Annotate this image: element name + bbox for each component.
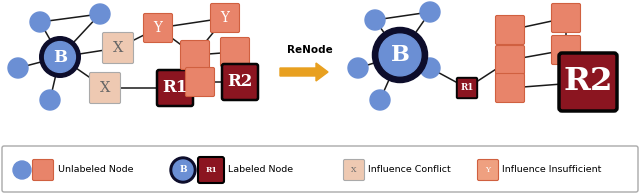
Text: Labeled Node: Labeled Node (228, 166, 293, 175)
Text: R1: R1 (163, 80, 188, 97)
FancyBboxPatch shape (221, 37, 250, 66)
FancyBboxPatch shape (559, 53, 617, 111)
Circle shape (90, 4, 110, 24)
Circle shape (173, 160, 193, 180)
FancyBboxPatch shape (344, 160, 365, 181)
Circle shape (420, 58, 440, 78)
Circle shape (170, 157, 196, 183)
FancyBboxPatch shape (495, 15, 525, 44)
Text: X: X (100, 81, 110, 95)
FancyBboxPatch shape (180, 41, 209, 69)
Text: B: B (179, 166, 187, 175)
Circle shape (348, 58, 368, 78)
Text: B: B (53, 49, 67, 66)
FancyBboxPatch shape (552, 4, 580, 33)
Text: X: X (351, 166, 356, 174)
Circle shape (13, 161, 31, 179)
Text: R2: R2 (227, 74, 253, 90)
Circle shape (40, 90, 60, 110)
FancyBboxPatch shape (102, 33, 134, 64)
Circle shape (30, 12, 50, 32)
FancyBboxPatch shape (552, 35, 580, 65)
FancyBboxPatch shape (222, 64, 258, 100)
Circle shape (379, 34, 421, 76)
FancyBboxPatch shape (143, 13, 173, 43)
FancyBboxPatch shape (90, 73, 120, 104)
Circle shape (8, 58, 28, 78)
Circle shape (40, 37, 80, 77)
FancyBboxPatch shape (477, 160, 499, 181)
FancyBboxPatch shape (157, 70, 193, 106)
Text: Influence Conflict: Influence Conflict (368, 166, 451, 175)
Text: R1: R1 (205, 166, 217, 174)
Text: Y: Y (154, 21, 163, 35)
Text: B: B (390, 44, 410, 66)
FancyBboxPatch shape (495, 74, 525, 103)
FancyBboxPatch shape (211, 4, 239, 33)
Circle shape (370, 90, 390, 110)
FancyBboxPatch shape (457, 78, 477, 98)
Circle shape (45, 42, 76, 72)
FancyBboxPatch shape (2, 146, 638, 192)
FancyBboxPatch shape (186, 67, 214, 97)
Text: Unlabeled Node: Unlabeled Node (58, 166, 134, 175)
Text: ReNode: ReNode (287, 45, 333, 55)
Circle shape (365, 10, 385, 30)
Text: R1: R1 (460, 83, 474, 92)
Text: Y: Y (486, 166, 490, 174)
Text: R2: R2 (563, 66, 612, 98)
Text: Y: Y (221, 11, 229, 25)
Circle shape (420, 2, 440, 22)
FancyArrow shape (280, 63, 328, 81)
FancyBboxPatch shape (198, 157, 224, 183)
FancyBboxPatch shape (33, 160, 54, 181)
Text: Influence Insufficient: Influence Insufficient (502, 166, 602, 175)
Text: X: X (113, 41, 123, 55)
FancyBboxPatch shape (495, 45, 525, 74)
Circle shape (372, 27, 428, 82)
